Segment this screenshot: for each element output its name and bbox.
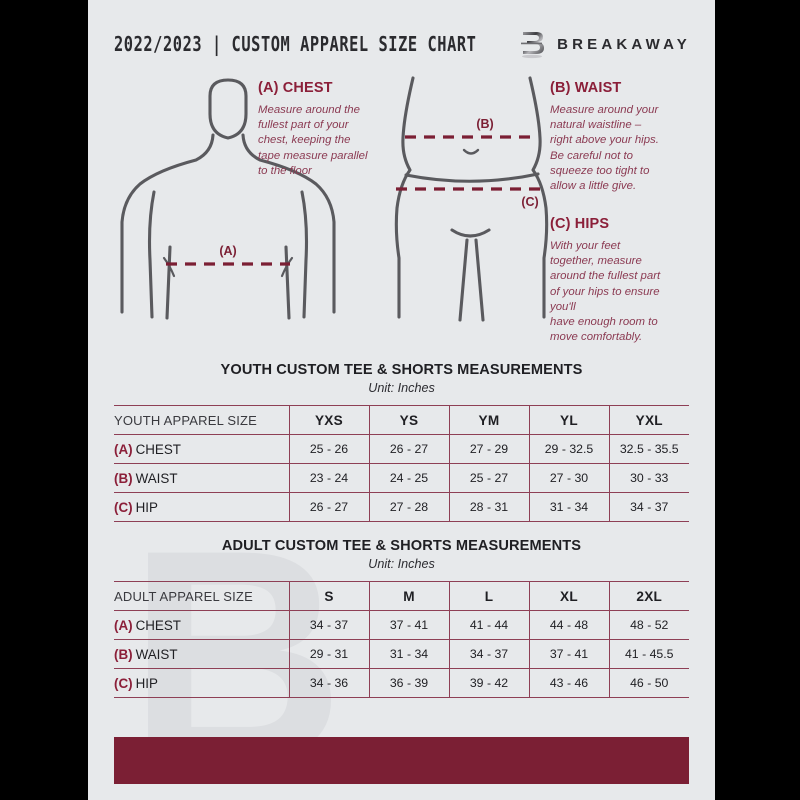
info-body-hips: With your feet together, measure around … [550, 240, 661, 344]
adult-row-label-waist: (B) WAIST [114, 639, 290, 669]
chest-measure-label: (A) [219, 244, 236, 258]
adult-waist-m: 31 - 34 [369, 639, 450, 669]
youth-hip-ym: 28 - 31 [449, 492, 530, 522]
youth-chest-yxs: 25 - 26 [289, 434, 370, 464]
row-tag: (A) [114, 617, 133, 633]
adult-hip-xl: 43 - 46 [529, 668, 610, 698]
youth-size-col-3: YL [529, 405, 610, 435]
brand-name: BREAKAWAY [557, 35, 691, 53]
brand-lockup: BREAKAWAY [518, 29, 691, 59]
info-body-waist: Measure around your natural waistline – … [550, 104, 659, 193]
youth-table-unit: Unit: Inches [368, 381, 435, 395]
row-name: HIP [135, 675, 158, 691]
hip-measure-label: (C) [521, 195, 538, 209]
youth-waist-ys: 24 - 25 [369, 463, 450, 493]
torso-figure: (A) [120, 78, 336, 320]
table-row: (A) CHEST 25 - 26 26 - 27 27 - 29 29 - 32… [114, 434, 689, 464]
adult-size-col-3: XL [529, 581, 610, 611]
page-title: 2022/2023 | CUSTOM APPAREL SIZE CHART [114, 32, 477, 56]
youth-chest-ys: 26 - 27 [369, 434, 450, 464]
adult-row-label-chest: (A) CHEST [114, 610, 290, 640]
youth-row-label-chest: (A) CHEST [114, 434, 290, 464]
adult-chest-m: 37 - 41 [369, 610, 450, 640]
table-row: (B) WAIST 29 - 31 31 - 34 34 - 37 37 - 41… [114, 639, 689, 669]
adult-row-label-hip: (C) HIP [114, 668, 290, 698]
youth-chest-yxl: 32.5 - 35.5 [609, 434, 689, 464]
info-title-chest: (A) CHEST [258, 80, 333, 96]
info-block-hips: (C) HIPS With your feet together, measur… [550, 216, 710, 345]
document-header: 2022/2023 | CUSTOM APPAREL SIZE CHART [88, 26, 715, 62]
adult-size-col-4: 2XL [609, 581, 689, 611]
adult-chest-s: 34 - 37 [289, 610, 370, 640]
youth-hip-yl: 31 - 34 [529, 492, 610, 522]
youth-size-col-1: YS [369, 405, 450, 435]
hips-figure: (B) (C) [394, 76, 549, 322]
adult-waist-2xl: 41 - 45.5 [609, 639, 689, 669]
adult-table-unit: Unit: Inches [368, 557, 435, 571]
adult-hip-s: 34 - 36 [289, 668, 370, 698]
adult-size-section: ADULT CUSTOM TEE & SHORTS MEASUREMENTS U… [114, 538, 689, 698]
info-title-hips: (C) HIPS [550, 216, 610, 232]
row-name: CHEST [135, 617, 181, 633]
youth-size-col-0: YXS [289, 405, 370, 435]
info-body-chest: Measure around the fullest part of your … [258, 104, 368, 177]
adult-size-col-2: L [449, 581, 530, 611]
row-name: WAIST [135, 646, 178, 662]
youth-chest-ym: 27 - 29 [449, 434, 530, 464]
footer-accent-bar [114, 737, 689, 784]
youth-table-title: YOUTH CUSTOM TEE & SHORTS MEASUREMENTS [220, 362, 583, 378]
row-name: WAIST [135, 470, 178, 486]
youth-waist-ym: 25 - 27 [449, 463, 530, 493]
youth-size-col-4: YXL [609, 405, 689, 435]
youth-chest-yl: 29 - 32.5 [529, 434, 610, 464]
adult-hip-2xl: 46 - 50 [609, 668, 689, 698]
youth-hip-yxl: 34 - 37 [609, 492, 689, 522]
adult-chest-xl: 44 - 48 [529, 610, 610, 640]
adult-size-col-1: M [369, 581, 450, 611]
row-tag: (A) [114, 441, 133, 457]
table-header-row: ADULT APPAREL SIZE S M L XL 2XL [114, 581, 689, 611]
waist-measure-label: (B) [476, 117, 493, 131]
info-block-waist: (B) WAIST Measure around your natural wa… [550, 80, 710, 194]
table-row: (C) HIP 34 - 36 36 - 39 39 - 42 43 - 46 4… [114, 668, 689, 698]
adult-hip-l: 39 - 42 [449, 668, 530, 698]
table-row: (C) HIP 26 - 27 27 - 28 28 - 31 31 - 34 3… [114, 492, 689, 522]
youth-hip-ys: 27 - 28 [369, 492, 450, 522]
youth-size-table: YOUTH APPAREL SIZE YXS YS YM YL YXL (A) C… [114, 405, 689, 522]
adult-waist-xl: 37 - 41 [529, 639, 610, 669]
youth-waist-yxs: 23 - 24 [289, 463, 370, 493]
row-tag: (B) [114, 470, 133, 486]
youth-hip-yxs: 26 - 27 [289, 492, 370, 522]
youth-row-label-hip: (C) HIP [114, 492, 290, 522]
breakaway-b-logo-icon [521, 32, 545, 59]
youth-waist-yl: 27 - 30 [529, 463, 610, 493]
table-row: (B) WAIST 23 - 24 24 - 25 25 - 27 27 - 30… [114, 463, 689, 493]
youth-waist-yxl: 30 - 33 [609, 463, 689, 493]
row-name: HIP [135, 499, 158, 515]
info-block-chest: (A) CHEST Measure around the fullest par… [258, 80, 408, 179]
youth-row-label-waist: (B) WAIST [114, 463, 290, 493]
table-header-row: YOUTH APPAREL SIZE YXS YS YM YL YXL [114, 405, 689, 435]
row-tag: (B) [114, 646, 133, 662]
table-row: (A) CHEST 34 - 37 37 - 41 41 - 44 44 - 48… [114, 610, 689, 640]
row-tag: (C) [114, 499, 133, 515]
size-chart-document: B 2022/2023 | CUSTOM APPAREL SIZE CHART [88, 0, 715, 800]
adult-header-label: ADULT APPAREL SIZE [114, 581, 290, 611]
adult-table-title: ADULT CUSTOM TEE & SHORTS MEASUREMENTS [221, 538, 582, 554]
adult-waist-s: 29 - 31 [289, 639, 370, 669]
adult-waist-l: 34 - 37 [449, 639, 530, 669]
adult-chest-2xl: 48 - 52 [609, 610, 689, 640]
adult-hip-m: 36 - 39 [369, 668, 450, 698]
info-title-waist: (B) WAIST [550, 80, 622, 96]
row-name: CHEST [135, 441, 181, 457]
adult-size-col-0: S [289, 581, 370, 611]
youth-header-label: YOUTH APPAREL SIZE [114, 405, 290, 435]
measurement-illustrations: (A) [88, 66, 715, 362]
row-tag: (C) [114, 675, 133, 691]
adult-size-table: ADULT APPAREL SIZE S M L XL 2XL (A) CHEST… [114, 581, 689, 698]
adult-chest-l: 41 - 44 [449, 610, 530, 640]
youth-size-col-2: YM [449, 405, 530, 435]
youth-size-section: YOUTH CUSTOM TEE & SHORTS MEASUREMENTS U… [114, 362, 689, 522]
